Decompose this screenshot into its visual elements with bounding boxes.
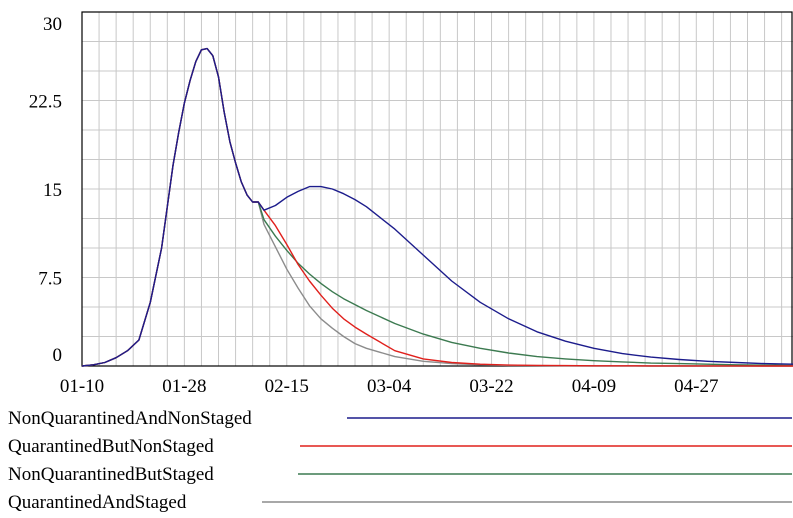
x-tick-label: 01-28 <box>162 376 206 397</box>
series-lines <box>81 47 793 367</box>
x-tick-label: 01-10 <box>60 376 104 397</box>
x-tick-label: 03-04 <box>367 376 412 397</box>
series-line-QuarantinedAndStaged <box>81 47 793 367</box>
chart-grid <box>82 12 793 366</box>
y-axis-ticks: 0 7.5 15 22.5 30 <box>29 14 62 366</box>
x-axis-ticks: 01-10 01-28 02-15 03-04 03-22 04-09 04-27 <box>60 376 719 397</box>
y-tick-label: 7.5 <box>38 269 62 290</box>
y-tick-label: 22.5 <box>29 92 62 113</box>
legend: NonQuarantinedAndNonStaged QuarantinedBut… <box>8 408 792 513</box>
legend-label: QuarantinedAndStaged <box>8 492 187 513</box>
legend-label: NonQuarantinedAndNonStaged <box>8 408 252 429</box>
y-tick-label: 15 <box>43 180 62 201</box>
legend-label: QuarantinedButNonStaged <box>8 436 214 457</box>
y-tick-label: 30 <box>43 14 62 35</box>
x-tick-label: 04-27 <box>674 376 718 397</box>
x-tick-label: 03-22 <box>469 376 513 397</box>
legend-label: NonQuarantinedButStaged <box>8 464 214 485</box>
plot-frame <box>81 11 793 367</box>
series-line-NonQuarantinedButStaged <box>81 47 793 367</box>
y-tick-label: 0 <box>53 345 63 366</box>
series-line-NonQuarantinedAndNonStaged <box>81 47 793 367</box>
x-tick-label: 04-09 <box>572 376 616 397</box>
x-tick-label: 02-15 <box>265 376 309 397</box>
series-line-QuarantinedButNonStaged <box>81 47 793 367</box>
